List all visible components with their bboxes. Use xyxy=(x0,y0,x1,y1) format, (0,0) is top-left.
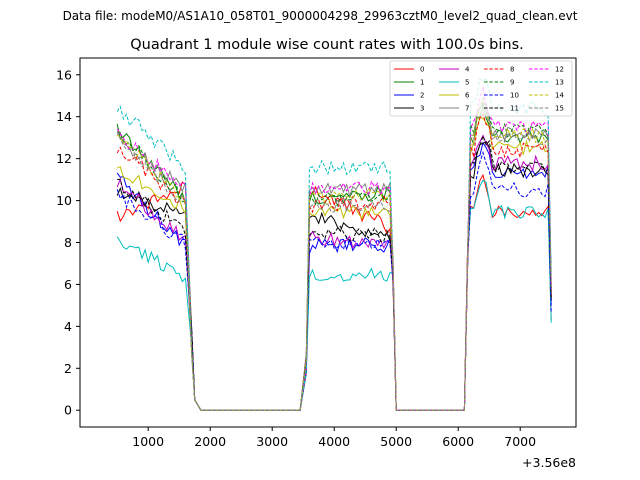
legend-label: 1 xyxy=(420,79,424,87)
x-tick-label: 5000 xyxy=(380,434,412,449)
legend-label: 12 xyxy=(555,66,564,74)
legend-label: 10 xyxy=(510,92,519,100)
series-line-1 xyxy=(116,103,552,411)
legend-label: 5 xyxy=(465,79,469,87)
series-line-11 xyxy=(117,134,552,411)
legend-label: 6 xyxy=(465,92,470,100)
x-tick-label: 1000 xyxy=(132,434,164,449)
x-tick-label: 4000 xyxy=(318,434,350,449)
y-tick-label: 8 xyxy=(64,235,72,250)
series-line-8 xyxy=(116,112,552,411)
series-line-14 xyxy=(116,96,552,411)
axes: 1000 2000 3000 4000 5000 6000 7000024681012141… xyxy=(56,67,536,449)
y-tick-label: 14 xyxy=(56,109,72,124)
legend-label: 0 xyxy=(420,66,424,74)
legend-label: 15 xyxy=(555,105,564,113)
series-layer xyxy=(116,77,552,411)
x-offset-label: +3.56e8 xyxy=(522,455,576,470)
legend-label: 9 xyxy=(510,79,514,87)
series-line-15 xyxy=(116,96,552,411)
y-tick-label: 12 xyxy=(56,151,72,166)
series-line-4 xyxy=(116,134,552,411)
series-line-12 xyxy=(116,86,552,411)
legend-label: 3 xyxy=(420,105,424,113)
legend-label: 8 xyxy=(510,66,514,74)
legend-label: 7 xyxy=(465,105,469,113)
legend-label: 4 xyxy=(465,66,470,74)
legend-label: 13 xyxy=(555,79,564,87)
y-tick-label: 2 xyxy=(64,361,72,376)
series-line-5 xyxy=(116,179,552,411)
series-line-3 xyxy=(116,140,552,411)
y-tick-label: 4 xyxy=(64,319,72,334)
legend-label: 11 xyxy=(510,105,519,113)
x-tick-label: 7000 xyxy=(504,434,536,449)
x-tick-label: 2000 xyxy=(194,434,226,449)
legend-label: 14 xyxy=(555,92,564,100)
series-line-10 xyxy=(116,150,552,411)
figure-suptitle: Data file: modeM0/AS1A10_058T01_90000042… xyxy=(63,9,578,23)
legend-label: 2 xyxy=(420,92,424,100)
x-tick-label: 3000 xyxy=(256,434,288,449)
y-tick-label: 6 xyxy=(64,277,72,292)
chart-title: Quadrant 1 module wise count rates with … xyxy=(130,37,524,53)
x-tick-label: 6000 xyxy=(442,434,474,449)
plot-frame xyxy=(79,57,577,428)
y-tick-label: 10 xyxy=(56,193,72,208)
series-line-6 xyxy=(117,116,552,411)
y-tick-label: 0 xyxy=(64,403,72,418)
legend-frame xyxy=(389,60,573,117)
y-tick-label: 16 xyxy=(56,67,72,82)
